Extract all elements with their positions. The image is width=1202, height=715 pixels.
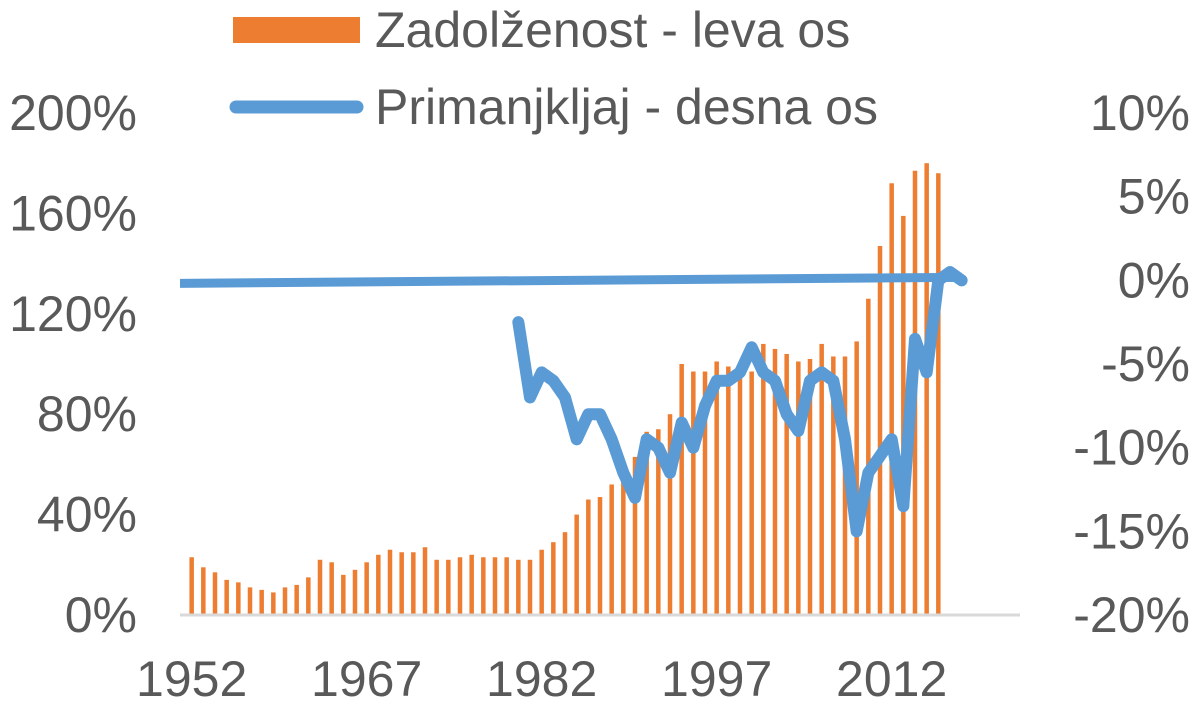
left-tick-label: 40% [37, 487, 137, 543]
bar-1997 [714, 361, 719, 615]
bar-1981 [527, 559, 533, 615]
bar-1952 [189, 557, 194, 615]
bar-1989 [621, 471, 626, 615]
right-tick-label: 5% [1118, 169, 1190, 225]
right-tick-label: -20% [1073, 587, 1190, 643]
bar-1969 [387, 549, 393, 615]
bar-1967 [364, 562, 369, 615]
bar-1956 [236, 582, 241, 615]
bar-2000 [749, 371, 754, 615]
bar-1982 [539, 549, 544, 615]
bar-1980 [516, 559, 521, 615]
bar-1996 [702, 371, 708, 615]
x-tick-label: 1997 [661, 651, 772, 707]
x-tick-label: 2012 [836, 651, 947, 707]
bar-2004 [796, 361, 801, 615]
bar-2005 [807, 358, 813, 615]
bar-1975 [457, 557, 463, 615]
bar-1991 [644, 431, 649, 615]
bar-1986 [586, 499, 591, 615]
bar-2015 [924, 163, 929, 615]
right-tick-label: 0% [1118, 252, 1190, 308]
bar-2002 [772, 348, 778, 615]
bar-2016 [936, 173, 941, 616]
bar-2006 [819, 343, 824, 615]
bar-1974 [446, 559, 451, 615]
bar-1957 [247, 587, 253, 615]
right-tick-label: -5% [1101, 336, 1190, 392]
bar-1953 [201, 567, 206, 615]
bar-1966 [352, 569, 358, 615]
bar-2013 [901, 215, 906, 615]
bar-1963 [317, 559, 323, 615]
legend-label-zadolzenost: Zadolženost - leva os [375, 2, 850, 58]
left-tick-label: 80% [37, 386, 137, 442]
bar-1992 [656, 429, 661, 615]
bar-1988 [609, 484, 614, 615]
bar-2012 [889, 183, 894, 615]
bar-1985 [574, 514, 579, 615]
left-tick-label: 200% [9, 85, 137, 141]
right-tick-label: 10% [1090, 85, 1190, 141]
x-tick-label: 1952 [136, 651, 247, 707]
bar-1999 [737, 376, 743, 615]
x-tick-label: 1982 [486, 651, 597, 707]
left-axis-ticks: 0% 40% 80% 120% 160% 200% [9, 85, 137, 643]
bar-1977 [481, 557, 486, 615]
legend-swatch-zadolzenost [233, 17, 360, 43]
zero-reference-line [179, 272, 963, 288]
bar-1955 [224, 579, 229, 615]
bar-1959 [271, 592, 276, 615]
bar-1971 [411, 552, 416, 615]
bar-1976 [469, 554, 474, 615]
left-tick-label: 120% [9, 286, 137, 342]
bar-1987 [597, 497, 603, 615]
bar-2001 [761, 343, 766, 615]
bar-2011 [877, 246, 883, 615]
x-tick-label: 1967 [311, 651, 422, 707]
left-tick-label: 160% [9, 185, 137, 241]
bar-1993 [667, 414, 673, 615]
bar-1954 [212, 572, 218, 615]
legend-label-primanjkljaj: Primanjkljaj - desna os [375, 79, 878, 135]
bar-1972 [422, 547, 428, 615]
bar-1968 [376, 554, 381, 615]
legend: Zadolženost - leva os Primanjkljaj - des… [229, 2, 878, 135]
bar-1970 [399, 552, 404, 615]
bar-1984 [562, 532, 568, 615]
bar-1960 [282, 587, 288, 615]
bar-2009 [854, 341, 859, 615]
right-axis-ticks: -20% -15% -10% -5% 0% 5% 10% [1073, 85, 1190, 643]
bar-2010 [866, 298, 871, 615]
bar-1964 [329, 562, 334, 615]
bar-1978 [492, 557, 498, 615]
right-tick-label: -15% [1073, 503, 1190, 559]
bars-layer [189, 163, 941, 616]
bar-2003 [784, 353, 789, 615]
right-tick-label: -10% [1073, 420, 1190, 476]
bar-1962 [306, 577, 311, 615]
x-axis-ticks: 1952 1967 1982 1997 2012 [136, 651, 947, 707]
bar-1973 [434, 559, 439, 615]
bar-1998 [726, 366, 731, 615]
bar-1994 [679, 364, 684, 615]
bar-1979 [504, 557, 509, 615]
bar-1961 [294, 584, 299, 615]
bar-1983 [551, 542, 556, 615]
left-tick-label: 0% [65, 587, 137, 643]
bar-1965 [341, 574, 346, 615]
bar-1990 [632, 456, 638, 615]
bar-1995 [691, 371, 696, 615]
bar-2007 [831, 356, 836, 615]
series-line-primanjkljaj [512, 265, 968, 538]
bar-1958 [259, 589, 264, 615]
